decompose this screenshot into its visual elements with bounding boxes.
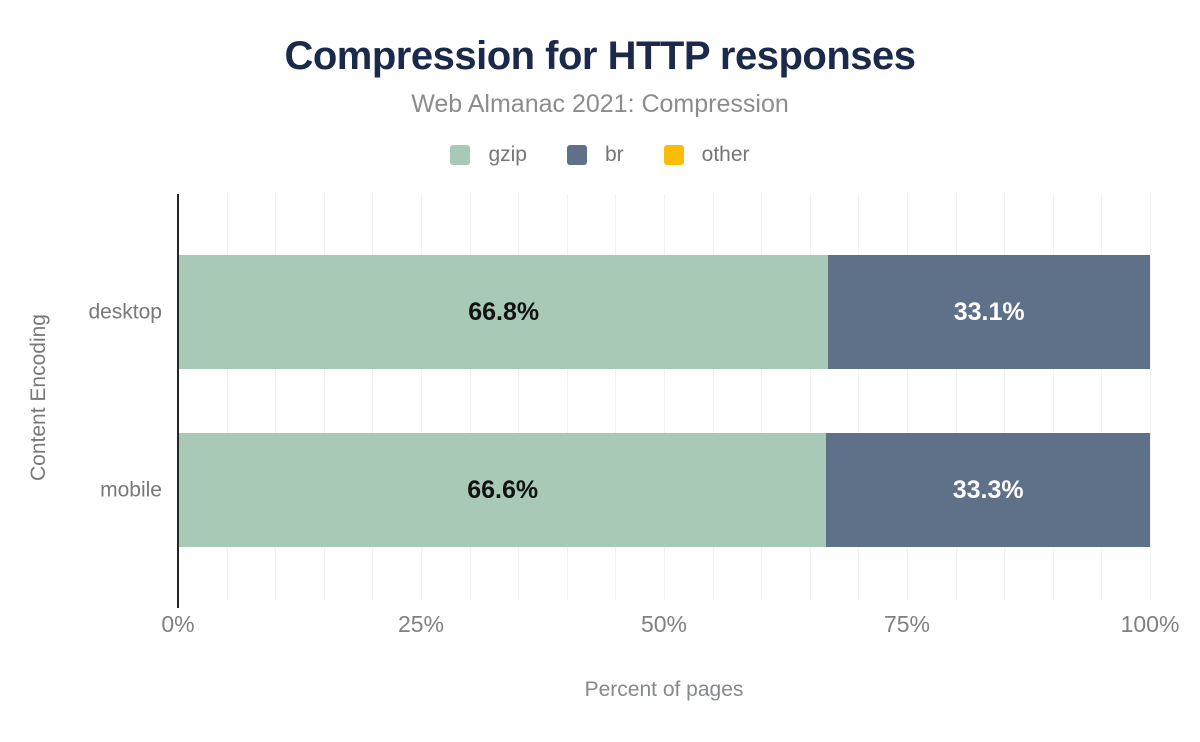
gridline bbox=[566, 194, 568, 600]
gridline bbox=[226, 194, 228, 600]
x-tick-label: 75% bbox=[883, 611, 931, 637]
bar-segment-gzip[interactable]: 66.8% bbox=[179, 255, 829, 369]
bar-value-label: 33.3% bbox=[952, 475, 1024, 504]
gridline bbox=[664, 194, 665, 600]
category-label: mobile bbox=[100, 478, 162, 502]
chart-title: Compression for HTTP responses bbox=[284, 34, 916, 78]
legend-item-other[interactable]: other bbox=[663, 143, 750, 166]
bar-value-label: 66.6% bbox=[467, 475, 539, 504]
gridline bbox=[421, 194, 422, 600]
legend: gzip br other bbox=[0, 144, 1200, 165]
legend-item-br[interactable]: br bbox=[566, 143, 624, 166]
gridline bbox=[1052, 194, 1054, 600]
gridline bbox=[761, 194, 763, 600]
legend-item-gzip[interactable]: gzip bbox=[450, 144, 527, 165]
legend-swatch-gzip bbox=[450, 144, 471, 165]
gridline bbox=[809, 194, 811, 600]
gridline bbox=[907, 194, 908, 600]
bar-row-mobile: mobile 66.6% 33.3% bbox=[100, 433, 1151, 547]
bar-segment-gzip[interactable]: 66.6% bbox=[179, 433, 827, 547]
gridline bbox=[518, 194, 520, 600]
plot-area: desktop 66.8% 33.1% mobile 66.6% 33.3% bbox=[88, 194, 1151, 600]
x-axis-title: Percent of pages bbox=[584, 678, 744, 701]
y-axis-line bbox=[177, 194, 179, 608]
legend-label: br bbox=[604, 143, 624, 166]
legend-label: other bbox=[701, 143, 750, 166]
gridline bbox=[712, 194, 714, 600]
gridline bbox=[275, 194, 277, 600]
bar-value-label: 66.8% bbox=[468, 297, 540, 326]
gridline bbox=[955, 194, 957, 600]
gridline bbox=[372, 194, 374, 600]
x-tick-label: 100% bbox=[1120, 611, 1180, 637]
legend-swatch-other bbox=[663, 144, 684, 165]
chart-subtitle: Web Almanac 2021: Compression bbox=[411, 90, 789, 118]
x-tick-label: 25% bbox=[397, 611, 445, 637]
x-tick-label: 0% bbox=[161, 611, 195, 637]
gridline bbox=[1150, 194, 1151, 600]
category-label: desktop bbox=[88, 300, 162, 324]
legend-label: gzip bbox=[488, 143, 527, 166]
gridlines bbox=[178, 194, 1151, 600]
x-axis-ticks: 0% 25% 50% 75% 100% bbox=[161, 611, 1179, 641]
gridline bbox=[1101, 194, 1103, 600]
gridline bbox=[323, 194, 325, 600]
gridline bbox=[469, 194, 471, 600]
bars: desktop 66.8% 33.1% mobile 66.6% 33.3% bbox=[88, 194, 1151, 600]
gridline bbox=[615, 194, 617, 600]
y-axis-title-wrap: Content Encoding bbox=[8, 194, 68, 600]
bar-row-desktop: desktop 66.8% 33.1% bbox=[88, 255, 1151, 369]
gridline bbox=[858, 194, 860, 600]
bar-segment-br[interactable]: 33.1% bbox=[828, 255, 1150, 369]
gridline bbox=[1004, 194, 1006, 600]
bar-value-label: 33.1% bbox=[953, 297, 1025, 326]
y-axis-title: Content Encoding bbox=[26, 313, 50, 481]
legend-swatch-br bbox=[566, 144, 587, 165]
x-tick-label: 50% bbox=[640, 611, 688, 637]
bar-segment-br[interactable]: 33.3% bbox=[826, 433, 1151, 547]
